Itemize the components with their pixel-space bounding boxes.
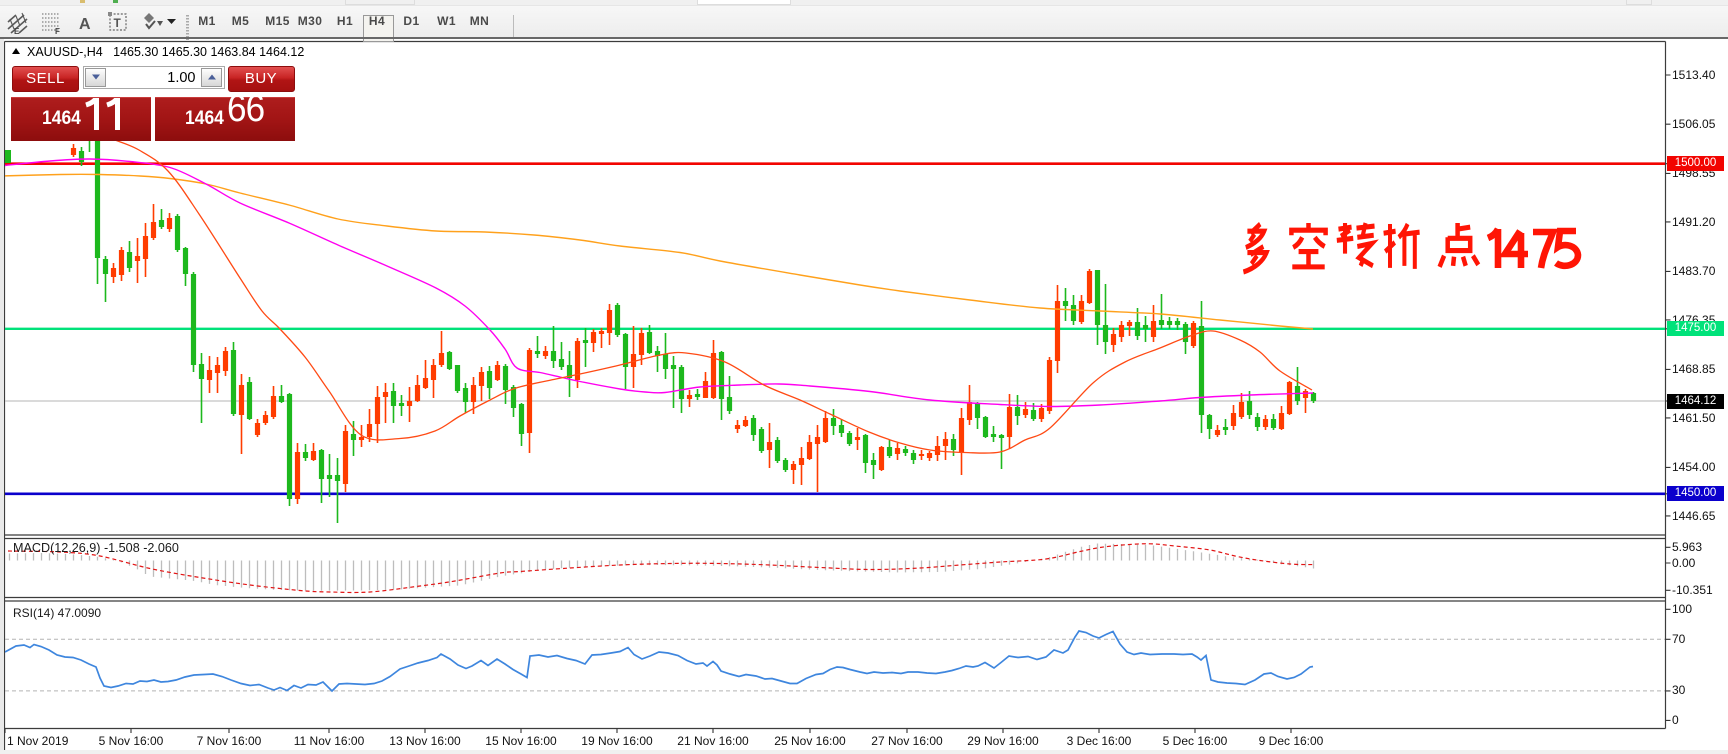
svg-text:E: E xyxy=(14,27,20,35)
svg-text:F: F xyxy=(55,27,60,35)
svg-text:T: T xyxy=(114,16,122,30)
svg-text:A: A xyxy=(79,16,91,33)
